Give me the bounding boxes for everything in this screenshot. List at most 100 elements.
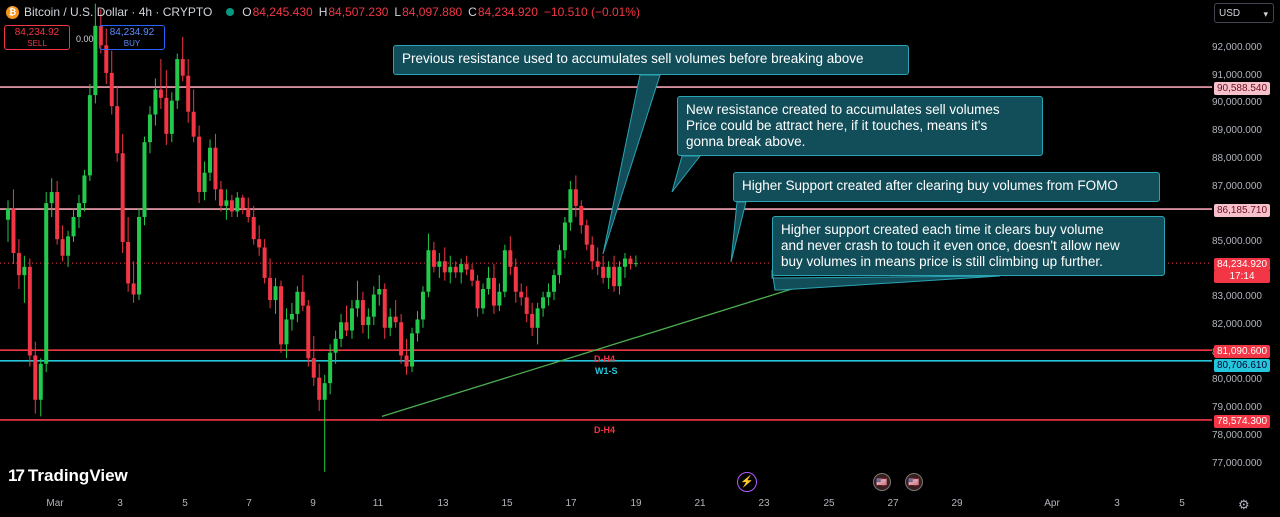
time-tick-label: 23	[758, 498, 770, 509]
candle-body	[562, 222, 567, 251]
symbol-title[interactable]: Bitcoin / U.S. Dollar · 4h · CRYPTO	[24, 5, 213, 19]
candle-body	[93, 25, 98, 96]
candle	[202, 161, 207, 201]
candle	[55, 180, 60, 245]
candle	[612, 255, 617, 292]
candle	[633, 255, 638, 267]
candle	[393, 300, 398, 328]
tradingview-logo[interactable]: 17 TradingView	[8, 466, 128, 486]
us-flag-event-icon[interactable]: 🇺🇸	[905, 473, 923, 491]
candle-body	[27, 266, 32, 356]
annotation-previous-resistance[interactable]: Previous resistance used to accumulates …	[393, 45, 909, 75]
price-tick-label: 88,000.000	[1211, 152, 1262, 164]
price-tick-label: 78,000.000	[1211, 429, 1262, 441]
price-tick-label: 80,000.000	[1211, 374, 1262, 386]
buy-button[interactable]: 84,234.92 BUY	[99, 25, 165, 50]
candle-body	[208, 147, 213, 173]
candle-body	[459, 264, 464, 273]
candle	[98, 9, 103, 54]
candle	[399, 313, 404, 364]
us-flag-event-icon[interactable]: 🇺🇸	[873, 473, 891, 491]
candle-body	[339, 322, 344, 339]
candle-body	[49, 192, 54, 204]
candle	[153, 78, 158, 126]
trendline-group	[381, 281, 815, 418]
candle-body	[628, 258, 633, 265]
time-tick-label: 9	[310, 498, 316, 509]
annotation-higher-support-climb[interactable]: Higher support created each time it clea…	[772, 216, 1165, 276]
candle-body	[202, 172, 207, 193]
candle	[552, 269, 556, 301]
annotation-higher-support-fomo[interactable]: Higher Support created after clearing bu…	[733, 172, 1160, 202]
candle-body	[317, 377, 322, 400]
trendline	[381, 281, 815, 418]
candle	[279, 280, 283, 353]
candle-body	[71, 216, 76, 237]
candle	[453, 261, 458, 278]
annotation-new-resistance[interactable]: New resistance created to accumulates se…	[677, 96, 1043, 156]
candle	[519, 283, 524, 306]
candle	[541, 291, 546, 317]
sell-button[interactable]: 84,234.92 SELL	[4, 25, 70, 50]
open-value: 84,245.430	[252, 5, 313, 19]
callout-pointer	[602, 74, 661, 255]
candle	[508, 236, 513, 276]
candle	[366, 308, 371, 339]
candle-body	[284, 319, 289, 345]
time-tick-label: 15	[501, 498, 513, 509]
candle	[459, 258, 464, 284]
candle	[404, 338, 409, 375]
open-label: O	[242, 5, 252, 19]
candle-body	[322, 383, 327, 400]
time-tick-label: 3	[1114, 498, 1120, 509]
candle-body	[568, 189, 573, 223]
lightning-event-icon[interactable]: ⚡	[737, 472, 757, 492]
candle-body	[33, 355, 38, 400]
candle	[601, 255, 606, 284]
candle	[197, 125, 202, 204]
candle-body	[453, 266, 458, 273]
candle-body	[229, 200, 234, 212]
price-label-90588: 90,588.540	[1214, 82, 1270, 95]
candle	[71, 208, 76, 242]
candle	[262, 239, 267, 284]
time-tick-label: 17	[565, 498, 577, 509]
candle	[344, 305, 349, 337]
candle	[497, 283, 502, 312]
candle-body	[197, 136, 202, 193]
candle	[590, 236, 595, 270]
candle-body	[497, 291, 502, 306]
candle-body	[268, 277, 273, 301]
candle-body	[109, 72, 114, 107]
candle-body	[82, 175, 87, 204]
candle-body	[606, 266, 611, 278]
candle-body	[328, 352, 333, 384]
candle-body	[273, 286, 278, 301]
candle-body	[371, 294, 376, 317]
candle-body	[426, 250, 431, 292]
price-label-81090: 81,090.600	[1214, 345, 1270, 358]
candle-body	[470, 269, 475, 281]
annotation-line: Price could be attract here, if it touch…	[686, 118, 988, 133]
price-tick-label: 87,000.000	[1211, 180, 1262, 192]
candle	[513, 258, 518, 303]
candle-body	[333, 338, 338, 353]
candle-body	[437, 261, 442, 267]
candle	[415, 311, 420, 342]
time-tick-label: 5	[182, 498, 188, 509]
gear-icon[interactable]: ⚙	[1238, 497, 1250, 512]
candle	[235, 192, 240, 217]
candle	[595, 247, 600, 276]
candle	[322, 374, 327, 472]
level-tag-w1s: W1-S	[595, 366, 618, 376]
currency-value: USD	[1219, 8, 1241, 19]
candle	[49, 178, 54, 217]
candle-body	[306, 305, 311, 359]
candle	[126, 216, 131, 292]
close-label: C	[468, 5, 477, 19]
candle	[76, 194, 81, 229]
price-tick-label: 79,000.000	[1211, 402, 1262, 414]
currency-select[interactable]: USD ▾	[1214, 3, 1274, 23]
candle	[224, 189, 229, 220]
